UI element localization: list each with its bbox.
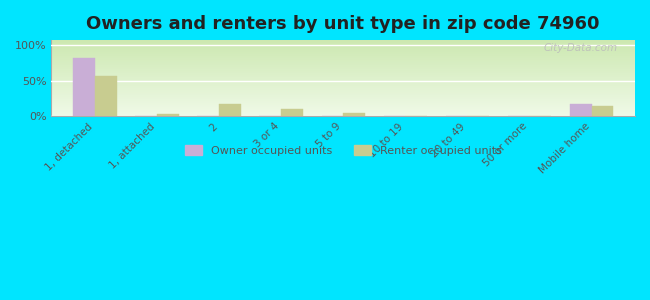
Bar: [73, 58, 95, 116]
Bar: [343, 113, 365, 116]
Bar: [157, 114, 179, 116]
Bar: [592, 106, 613, 116]
Bar: [281, 109, 303, 116]
Bar: [95, 76, 116, 116]
Legend: Owner occupied units, Renter occupied units: Owner occupied units, Renter occupied un…: [181, 141, 506, 160]
Title: Owners and renters by unit type in zip code 74960: Owners and renters by unit type in zip c…: [86, 15, 600, 33]
Bar: [219, 103, 240, 116]
Bar: [570, 104, 592, 116]
Text: City-Data.com: City-Data.com: [543, 43, 618, 53]
